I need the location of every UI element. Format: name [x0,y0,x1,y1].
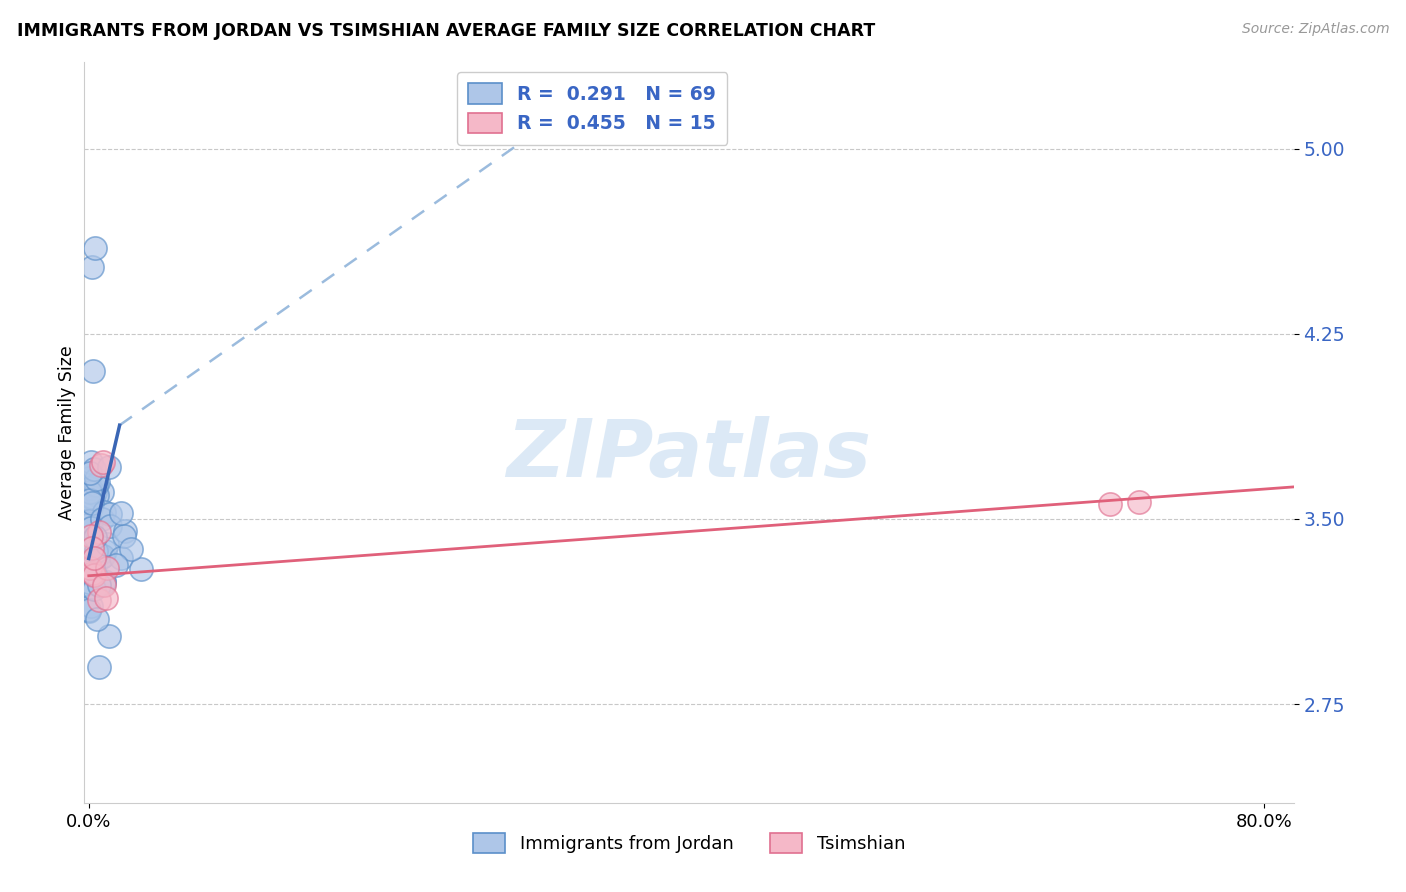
Point [79,512,101,526]
Point [96,561,118,575]
Text: Source: ZipAtlas.com: Source: ZipAtlas.com [1241,22,1389,37]
Point [83,567,105,582]
Point [79,560,101,574]
Point [79,581,101,595]
Point [1098,497,1121,511]
Point [89,593,111,607]
Point [83,549,105,564]
Point [82,364,104,378]
Point [80,496,103,510]
Point [79,484,101,499]
Point [86,488,108,502]
Point [89,548,111,562]
Point [80,541,103,556]
Point [82,566,104,581]
Point [79,492,101,507]
Point [93,578,115,592]
Point [91,549,114,563]
Point [98,518,121,533]
Point [83,550,105,565]
Point [82,538,104,552]
Point [79,544,101,558]
Point [79,529,101,543]
Text: IMMIGRANTS FROM JORDAN VS TSIMSHIAN AVERAGE FAMILY SIZE CORRELATION CHART: IMMIGRANTS FROM JORDAN VS TSIMSHIAN AVER… [17,22,875,40]
Point [82,491,104,506]
Point [80,533,103,547]
Point [94,591,117,605]
Point [82,568,104,582]
Point [82,556,104,570]
Point [87,578,110,592]
Point [90,458,112,472]
Point [77,604,100,618]
Point [79,481,101,495]
Point [86,543,108,558]
Point [77,471,100,485]
Point [77,514,100,528]
Point [104,558,127,572]
Point [93,504,115,518]
Point [79,574,101,589]
Point [80,520,103,534]
Point [114,524,136,539]
Point [110,550,132,565]
Legend: Immigrants from Jordan, Tsimshian: Immigrants from Jordan, Tsimshian [465,826,912,861]
Point [77,540,100,554]
Point [120,542,142,557]
Point [1128,494,1150,508]
Point [97,629,120,643]
Point [87,660,110,674]
Point [112,529,135,543]
Point [79,533,101,547]
Point [90,550,112,565]
Point [110,506,132,520]
Point [83,461,105,475]
Point [79,549,101,563]
Point [84,240,107,255]
Point [96,537,118,551]
Point [84,472,107,486]
Point [79,540,101,554]
Point [79,561,101,575]
Point [80,500,103,515]
Point [79,467,101,481]
Point [79,516,101,531]
Point [129,562,152,576]
Point [77,603,100,617]
Point [83,485,105,500]
Point [84,478,107,492]
Point [80,599,103,614]
Point [82,260,104,275]
Point [87,524,110,539]
Text: ZIPatlas: ZIPatlas [506,416,872,494]
Point [80,455,103,469]
Point [86,612,108,626]
Point [91,485,114,500]
Point [93,455,115,469]
Point [83,582,105,597]
Y-axis label: Average Family Size: Average Family Size [58,345,76,520]
Point [93,575,115,590]
Point [94,543,117,558]
Point [83,530,105,544]
Point [86,475,108,489]
Point [80,528,103,542]
Point [98,460,121,475]
Point [98,507,121,521]
Point [93,574,115,588]
Point [77,541,100,556]
Point [80,490,103,504]
Point [91,512,114,526]
Point [79,515,101,529]
